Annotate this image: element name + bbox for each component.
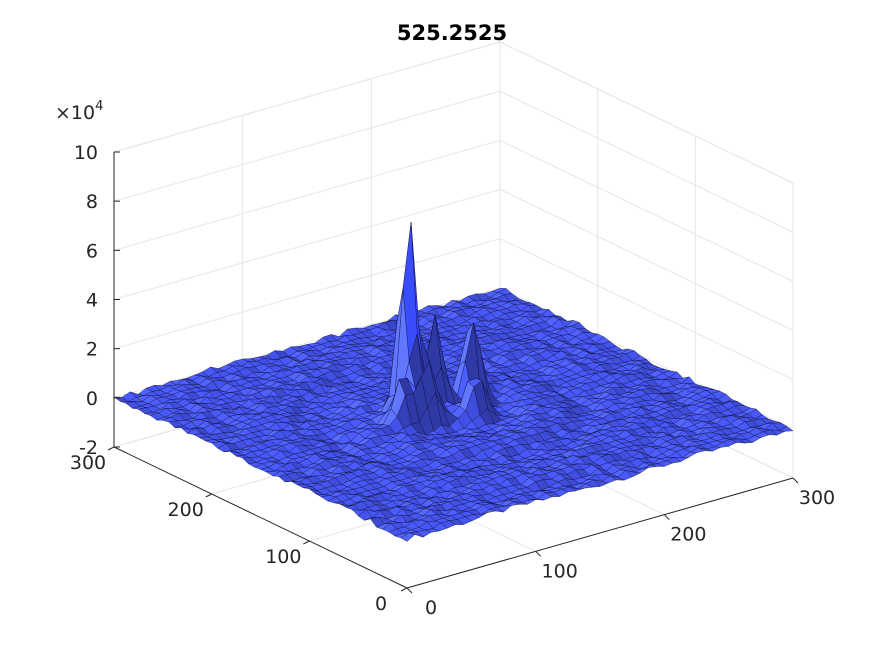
z-tick-label: 6 xyxy=(86,240,98,262)
grid-line-z-back xyxy=(113,189,501,300)
z-exponent-label: ×104 xyxy=(55,99,103,124)
y-tick-label: 0 xyxy=(375,593,387,615)
grid-line-z-side xyxy=(499,238,794,381)
z-multiplier-text: ×10 xyxy=(55,102,95,124)
surface-patch xyxy=(400,532,416,542)
z-tick-label: 8 xyxy=(86,191,98,213)
x-tick-mark xyxy=(535,550,542,557)
grid-line-z-side xyxy=(499,139,794,282)
grid-line-z-back xyxy=(113,139,501,251)
z-tick-label: 0 xyxy=(86,388,98,410)
x-tick-label: 200 xyxy=(670,524,706,546)
z-exponent-text: 4 xyxy=(95,99,103,114)
y-tick-mark xyxy=(303,540,310,545)
chart-title: 525.2525 xyxy=(397,21,507,45)
y-tick-label: 200 xyxy=(168,499,204,521)
axes-lines xyxy=(107,151,799,594)
y-tick-mark xyxy=(107,446,115,451)
x-tick-label: 300 xyxy=(799,487,835,509)
y-tick-mark xyxy=(205,493,212,498)
box-edge-top-back xyxy=(113,41,501,153)
x-tick-label: 100 xyxy=(542,560,578,582)
x-tick-mark xyxy=(406,587,413,594)
y-tick-label: 100 xyxy=(265,546,301,568)
x-tick-mark xyxy=(792,477,799,484)
x-tick-label: 0 xyxy=(425,597,437,619)
box-edge-top-side xyxy=(499,41,794,184)
grid-line-z-side xyxy=(499,189,794,331)
x-axis-line xyxy=(406,477,794,589)
z-tick-label: -2 xyxy=(79,437,98,459)
grid-line-z-side xyxy=(499,90,794,233)
y-tick-mark xyxy=(400,587,408,592)
y-axis-line xyxy=(113,446,408,589)
z-tick-label: 4 xyxy=(86,290,98,312)
y-tick-label: 300 xyxy=(70,452,106,474)
z-tick-label: 10 xyxy=(74,142,98,164)
surface-plot xyxy=(113,222,794,542)
x-tick-mark xyxy=(663,514,670,521)
grid-line-z-back xyxy=(113,90,501,202)
z-tick-label: 2 xyxy=(86,339,98,361)
grid-line-z-back xyxy=(113,238,501,350)
